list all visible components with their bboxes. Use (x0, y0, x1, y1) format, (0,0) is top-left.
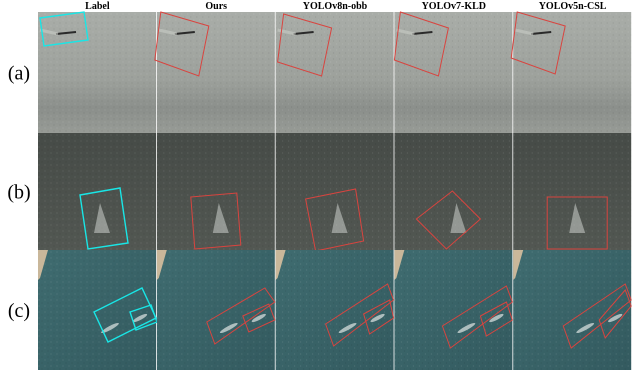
image-cell (513, 250, 631, 370)
page: Label Ours YOLOv8n-obb YOLOv7-KLD YOLOv5n-CS… (0, 0, 634, 373)
image-texture (394, 12, 512, 133)
column-header: YOLOv8n-obb (303, 1, 368, 12)
image-texture (513, 12, 631, 133)
image-texture (157, 12, 275, 133)
image-cell (38, 12, 156, 133)
row-label: (c) (8, 300, 30, 322)
row-label: (a) (8, 63, 30, 85)
image-texture (394, 250, 512, 370)
figure: Label Ours YOLOv8n-obb YOLOv7-KLD YOLOv5n-CS… (0, 0, 634, 373)
image-cell (157, 250, 275, 370)
image-cell (38, 133, 156, 250)
image-cell (38, 250, 157, 370)
image-texture (157, 250, 275, 370)
column-header: YOLOv5n-CSL (539, 1, 607, 12)
image-cell (276, 12, 394, 133)
image-grid (38, 12, 631, 370)
column-header: Label (85, 1, 110, 12)
image-cell (511, 12, 631, 133)
image-cell (513, 133, 631, 250)
column-header: Ours (205, 1, 227, 12)
image-cell (155, 12, 275, 133)
image-texture (513, 250, 631, 370)
image-texture (276, 12, 394, 133)
image-cell (276, 250, 394, 370)
image-cell (394, 12, 512, 133)
image-cell (394, 250, 512, 370)
image-cell (157, 133, 275, 250)
image-cell (276, 133, 394, 251)
image-texture (276, 250, 394, 370)
image-cell (394, 133, 512, 250)
column-header: YOLOv7-KLD (422, 1, 486, 12)
image-texture (38, 12, 156, 133)
row-label: (b) (7, 182, 30, 204)
